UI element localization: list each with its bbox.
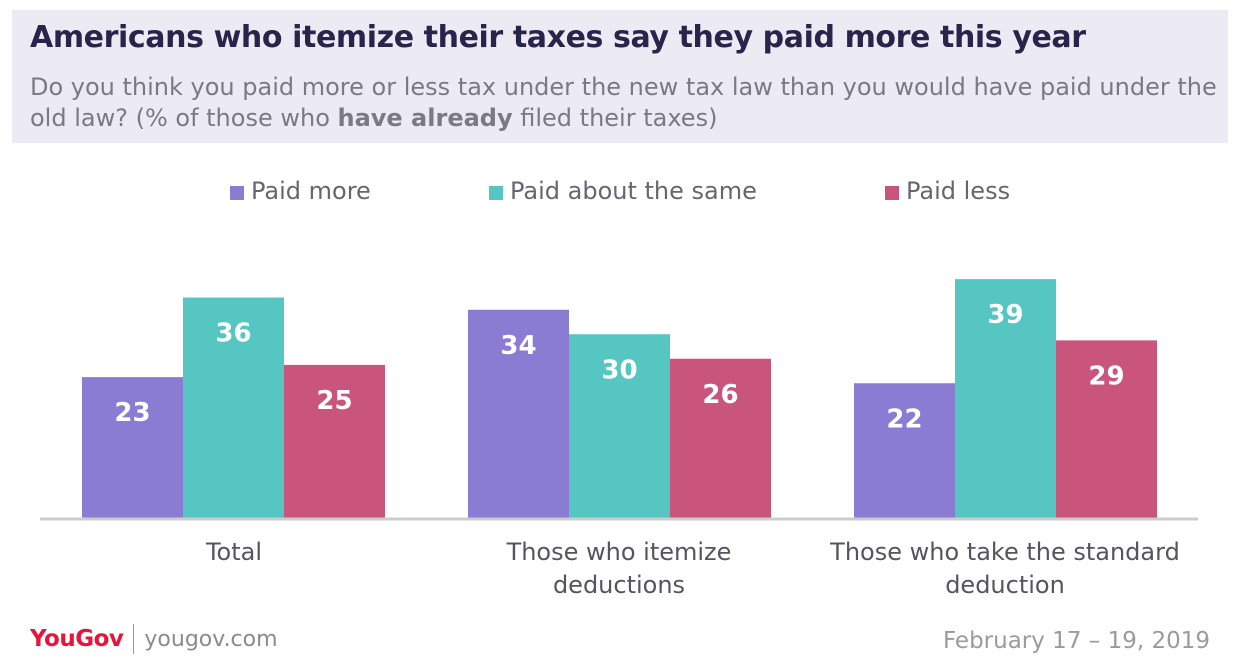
bar-itemize-same: [569, 334, 670, 518]
data-label-itemize-paid-more: 34: [500, 331, 536, 361]
data-label-total-paid-less: 25: [316, 386, 352, 416]
legend-item-paid-less: Paid less: [885, 176, 1010, 206]
legend-item-same: Paid about the same: [489, 176, 757, 206]
data-label-total-same: 36: [215, 319, 251, 349]
legend-label-paid-more: Paid more: [251, 177, 371, 205]
legend-swatch-paid-less: [885, 186, 899, 200]
yougov-branding: YouGov yougov.com: [30, 624, 278, 654]
data-label-standard-paid-more: 22: [886, 404, 922, 434]
data-label-standard-paid-less: 29: [1088, 361, 1124, 391]
survey-date: February 17 – 19, 2019: [942, 628, 1210, 654]
category-label-standard: Those who take the standard deduction: [830, 538, 1180, 599]
bar-total-paid-more: [82, 377, 183, 518]
legend-label-paid-less: Paid less: [906, 177, 1011, 205]
subtitle-text-1: Do you think you paid more or less tax u…: [30, 73, 1217, 132]
bar-total-same: [183, 297, 284, 518]
header-panel: Americans who itemize their taxes say th…: [12, 10, 1228, 143]
data-label-itemize-paid-less: 26: [702, 380, 738, 410]
category-label-itemize: Those who itemize deductions: [506, 538, 732, 599]
site-url: yougov.com: [144, 626, 278, 652]
category-label-total: Total: [205, 538, 263, 566]
chart-title: Americans who itemize their taxes say th…: [30, 20, 1086, 55]
bar-standard-paid-more: [854, 383, 955, 518]
subtitle-emphasis: have already: [337, 104, 513, 132]
bar-standard-same: [955, 279, 1056, 518]
yougov-logo: YouGov: [30, 626, 124, 652]
bar-standard-paid-less: [1056, 340, 1157, 518]
legend-swatch-same: [489, 186, 503, 200]
data-label-itemize-same: 30: [601, 355, 637, 385]
logo-divider: [133, 624, 135, 654]
subtitle-text-2: filed their taxes): [512, 104, 718, 132]
bar-total-paid-less: [284, 364, 385, 518]
legend-label-same: Paid about the same: [510, 177, 757, 205]
data-label-standard-same: 39: [987, 300, 1023, 330]
chart-subtitle: Do you think you paid more or less tax u…: [30, 72, 1220, 134]
bar-itemize-paid-more: [468, 309, 569, 518]
data-label-total-paid-more: 23: [114, 398, 150, 428]
legend-item-paid-more: Paid more: [230, 176, 371, 206]
bar-itemize-paid-less: [670, 358, 771, 518]
legend-swatch-paid-more: [230, 186, 244, 200]
